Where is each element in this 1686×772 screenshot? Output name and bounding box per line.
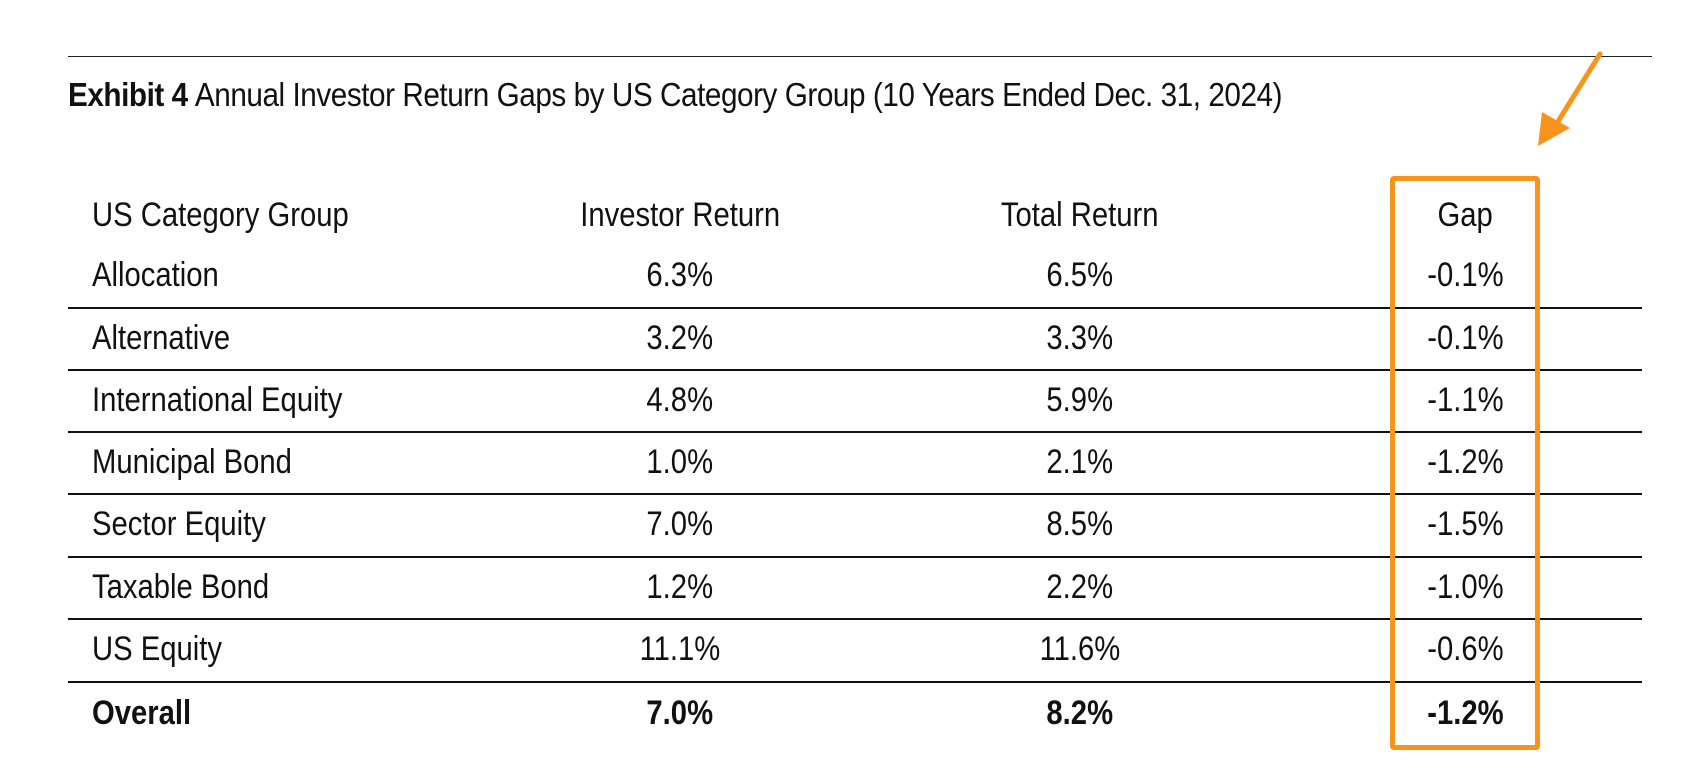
row-divider (68, 369, 1642, 371)
row-gap: -1.2% (1426, 443, 1504, 481)
row-investor-return: 7.0% (646, 505, 714, 543)
row-gap: -1.1% (1426, 381, 1504, 419)
row-category: International Equity (92, 381, 343, 419)
exhibit-label: Exhibit 4 (68, 76, 188, 113)
row-total-return: 8.5% (1046, 505, 1114, 543)
row-total-return: 2.1% (1046, 443, 1114, 481)
overall-category: Overall (92, 694, 192, 732)
row-investor-return: 3.2% (646, 319, 714, 357)
row-category: Municipal Bond (92, 443, 292, 481)
row-category: Sector Equity (92, 505, 266, 543)
exhibit-title: Exhibit 4 Annual Investor Return Gaps by … (68, 76, 1282, 114)
row-divider (68, 493, 1642, 495)
row-investor-return: 1.2% (646, 568, 714, 606)
header-category: US Category Group (92, 196, 349, 234)
row-gap: -0.1% (1426, 319, 1504, 357)
header-gap: Gap (1437, 196, 1493, 234)
row-investor-return: 1.0% (646, 443, 714, 481)
row-divider (68, 431, 1642, 433)
arrow-down-left-icon (1538, 51, 1603, 146)
header-investor-return: Investor Return (580, 196, 780, 234)
row-investor-return: 4.8% (646, 381, 714, 419)
row-gap: -0.6% (1426, 630, 1504, 668)
top-rule (68, 56, 1652, 57)
row-category: Alternative (92, 319, 231, 357)
row-total-return: 3.3% (1046, 319, 1114, 357)
row-divider (68, 681, 1642, 683)
row-gap: -0.1% (1426, 256, 1504, 294)
row-category: Allocation (92, 256, 219, 294)
row-divider (68, 618, 1642, 620)
row-total-return: 2.2% (1046, 568, 1114, 606)
overall-investor-return: 7.0% (646, 694, 714, 732)
row-divider (68, 307, 1642, 309)
row-total-return: 6.5% (1046, 256, 1114, 294)
gap-column-highlight (1390, 176, 1540, 750)
row-investor-return: 6.3% (646, 256, 714, 294)
overall-total-return: 8.2% (1046, 694, 1114, 732)
row-category: Taxable Bond (92, 568, 270, 606)
row-divider (68, 556, 1642, 558)
row-total-return: 5.9% (1046, 381, 1114, 419)
row-gap: -1.0% (1426, 568, 1504, 606)
overall-gap: -1.2% (1426, 694, 1504, 732)
row-total-return: 11.6% (1039, 630, 1121, 668)
exhibit-title-text: Annual Investor Return Gaps by US Catego… (194, 76, 1283, 113)
row-gap: -1.5% (1426, 505, 1504, 543)
row-category: US Equity (92, 630, 223, 668)
header-total-return: Total Return (1001, 196, 1159, 234)
row-investor-return: 11.1% (639, 630, 721, 668)
